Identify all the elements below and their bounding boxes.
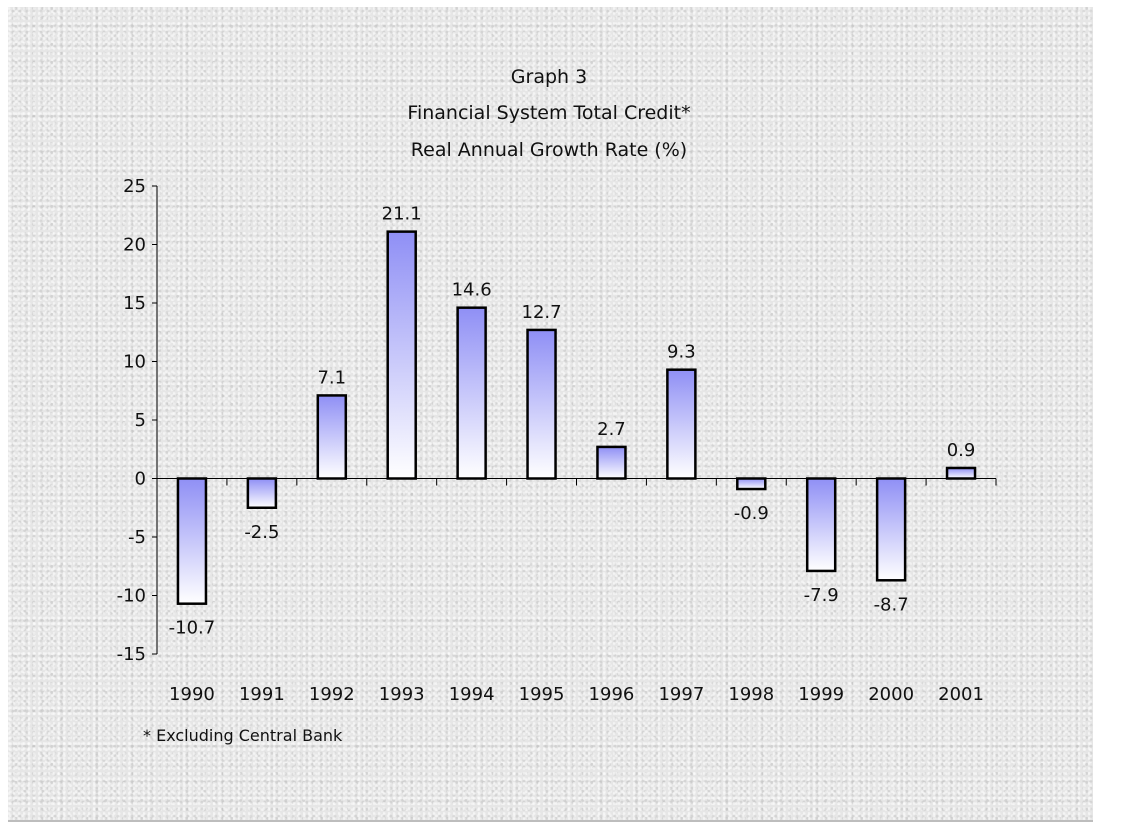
x-tick-label: 1996 <box>589 684 635 705</box>
y-tick-label: 10 <box>123 352 146 373</box>
footnote: * Excluding Central Bank <box>143 726 343 745</box>
x-axis: 1990 1991 1992 1993 1994 1995 1996 1997 1998 1999… <box>157 478 997 705</box>
x-tick-label: 1998 <box>728 684 774 705</box>
x-tick-label: 1991 <box>239 684 285 705</box>
x-tick-label: 1992 <box>309 684 355 705</box>
chart-subtitle-line-2: Real Annual Growth Rate (%) <box>411 139 687 161</box>
x-tick-label: 1990 <box>169 684 215 705</box>
data-label-1999: -7.9 <box>804 585 839 606</box>
data-label-1992: 7.1 <box>317 367 346 388</box>
bar-1998 <box>736 477 767 491</box>
data-label-1991: -2.5 <box>244 522 279 543</box>
x-tick-label: 1993 <box>379 684 425 705</box>
data-label-1996: 2.7 <box>597 419 626 440</box>
bar-1999 <box>805 477 837 573</box>
bar-1991 <box>246 477 278 509</box>
y-tick-label: -15 <box>117 644 146 665</box>
y-tick-label: 25 <box>123 176 146 197</box>
y-tick-label: -10 <box>117 586 146 607</box>
x-tick-label: 1994 <box>449 684 495 705</box>
bar-2001 <box>945 466 977 480</box>
y-tick-label: -5 <box>128 527 146 548</box>
y-axis: 25 20 15 10 5 0 -5 -10 -15 <box>117 176 158 665</box>
data-label-1994: 14.6 <box>452 280 492 301</box>
bar-1992 <box>316 394 348 480</box>
bar-1997 <box>666 368 697 480</box>
chart-title: Graph 3 <box>511 66 587 88</box>
x-tick-label: 1997 <box>658 684 704 705</box>
y-tick-label: 15 <box>123 293 146 314</box>
bar-1995 <box>526 328 557 480</box>
x-tick-label: 2001 <box>938 684 984 705</box>
data-label-2000: -8.7 <box>874 594 909 615</box>
x-tick-label: 2000 <box>868 684 914 705</box>
x-tick-label: 1995 <box>519 684 565 705</box>
data-label-1998: -0.9 <box>734 503 769 524</box>
data-label-1995: 12.7 <box>522 302 562 323</box>
data-label-2001: 0.9 <box>947 440 976 461</box>
chart-subtitle-line-1: Financial System Total Credit* <box>407 102 690 124</box>
bar-1990 <box>176 477 208 605</box>
bar-1994 <box>456 306 487 480</box>
y-tick-label: 20 <box>123 235 146 256</box>
bars: -10.7 -2.5 7.1 21.1 14.6 12.7 2.7 9.3 -0.9 -7.9 -8… <box>169 204 977 639</box>
data-label-1990: -10.7 <box>169 618 216 639</box>
y-tick-label: 5 <box>135 410 146 431</box>
x-tick-label: 1999 <box>798 684 844 705</box>
y-tick-label: 0 <box>135 469 146 490</box>
bar-1993 <box>386 230 417 480</box>
bar-1996 <box>596 445 627 480</box>
data-label-1993: 21.1 <box>382 204 422 225</box>
data-label-1997: 9.3 <box>667 342 696 363</box>
bar-2000 <box>875 477 907 582</box>
